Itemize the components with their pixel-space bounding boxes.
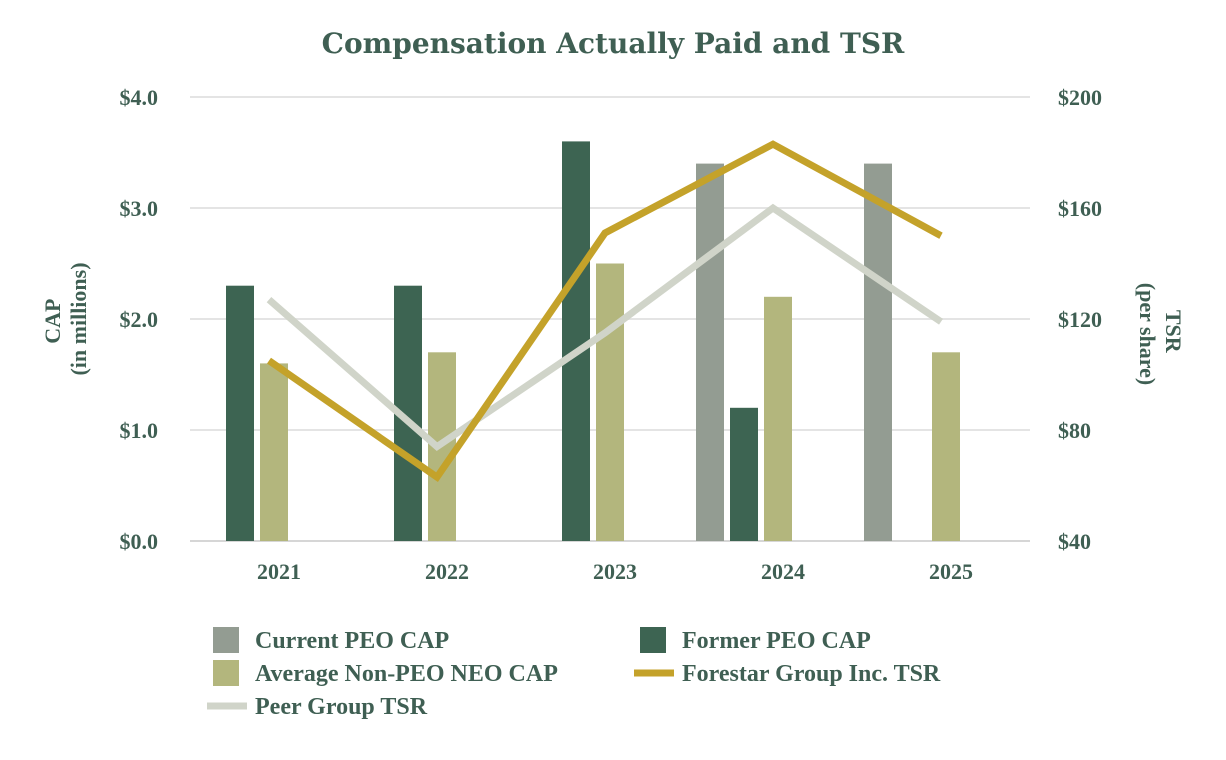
legend-label: Current PEO CAP	[255, 628, 449, 654]
x-tick-label-2023: 2023	[593, 559, 637, 584]
legend-item-peer-group-tsr: Peer Group TSR	[207, 694, 428, 720]
right-axis-title: TSR (per share)	[1135, 283, 1186, 385]
legend-label: Peer Group TSR	[255, 694, 428, 720]
legend-swatch	[213, 627, 239, 653]
line-peer-group-tsr	[266, 203, 943, 452]
legend-label: Forestar Group Inc. TSR	[682, 661, 941, 687]
right-tick-label: $200	[1058, 85, 1102, 110]
bar-former-peo-cap-2021	[226, 285, 254, 541]
right-tick-label: $40	[1058, 529, 1091, 554]
right-tick-label: $120	[1058, 307, 1102, 332]
x-tick-label-2025: 2025	[929, 559, 973, 584]
left-tick-label: $1.0	[120, 418, 159, 443]
legend-label: Former PEO CAP	[682, 628, 871, 654]
right-axis-title-line1: TSR	[1161, 310, 1186, 354]
right-tick-label: $80	[1058, 418, 1091, 443]
bar-current-peo-cap-2024	[696, 163, 724, 541]
legend-swatch	[207, 702, 247, 710]
left-axis-title: CAP (in millions)	[40, 262, 91, 375]
legend-swatch	[213, 660, 239, 686]
x-tick-label-2024: 2024	[761, 559, 805, 584]
legend-swatch	[634, 669, 674, 677]
left-tick-label: $3.0	[120, 196, 159, 221]
bar-average-non-peo-neo-cap-2021	[260, 363, 288, 541]
x-tick-label-2022: 2022	[425, 559, 469, 584]
bar-current-peo-cap-2025	[864, 163, 892, 541]
line-forestar-group-inc-tsr	[267, 140, 943, 483]
left-tick-label: $4.0	[120, 85, 159, 110]
bar-former-peo-cap-2024	[730, 407, 758, 541]
bar-average-non-peo-neo-cap-2024	[764, 296, 792, 541]
left-axis-title-line1: CAP	[40, 299, 65, 344]
legend-label: Average Non-PEO NEO CAP	[255, 661, 558, 687]
right-tick-label: $160	[1058, 196, 1102, 221]
tsr-lines	[266, 140, 943, 483]
bar-former-peo-cap-2023	[562, 141, 590, 541]
axis-ticks: $0.0 $1.0 $2.0 $3.0 $4.0 $40 $80 $120 $160 $200 20…	[120, 85, 1103, 584]
bars	[226, 141, 960, 541]
legend-item-forestar-group-inc-tsr: Forestar Group Inc. TSR	[634, 661, 941, 687]
left-tick-label: $0.0	[120, 529, 159, 554]
legend-swatch	[640, 627, 666, 653]
left-tick-label: $2.0	[120, 307, 159, 332]
chart-title: Compensation Actually Paid and TSR	[322, 27, 905, 60]
legend-item-average-non-peo-neo-cap: Average Non-PEO NEO CAP	[213, 660, 558, 687]
left-axis-title-line2: (in millions)	[66, 262, 91, 375]
legend-item-former-peo-cap: Former PEO CAP	[640, 627, 871, 654]
legend-item-current-peo-cap: Current PEO CAP	[213, 627, 449, 654]
right-axis-title-line2: (per share)	[1135, 283, 1160, 385]
bar-average-non-peo-neo-cap-2025	[932, 352, 960, 541]
bar-average-non-peo-neo-cap-2023	[596, 263, 624, 541]
legend: Current PEO CAP Former PEO CAP Average Non…	[207, 627, 941, 720]
x-tick-label-2021: 2021	[257, 559, 301, 584]
